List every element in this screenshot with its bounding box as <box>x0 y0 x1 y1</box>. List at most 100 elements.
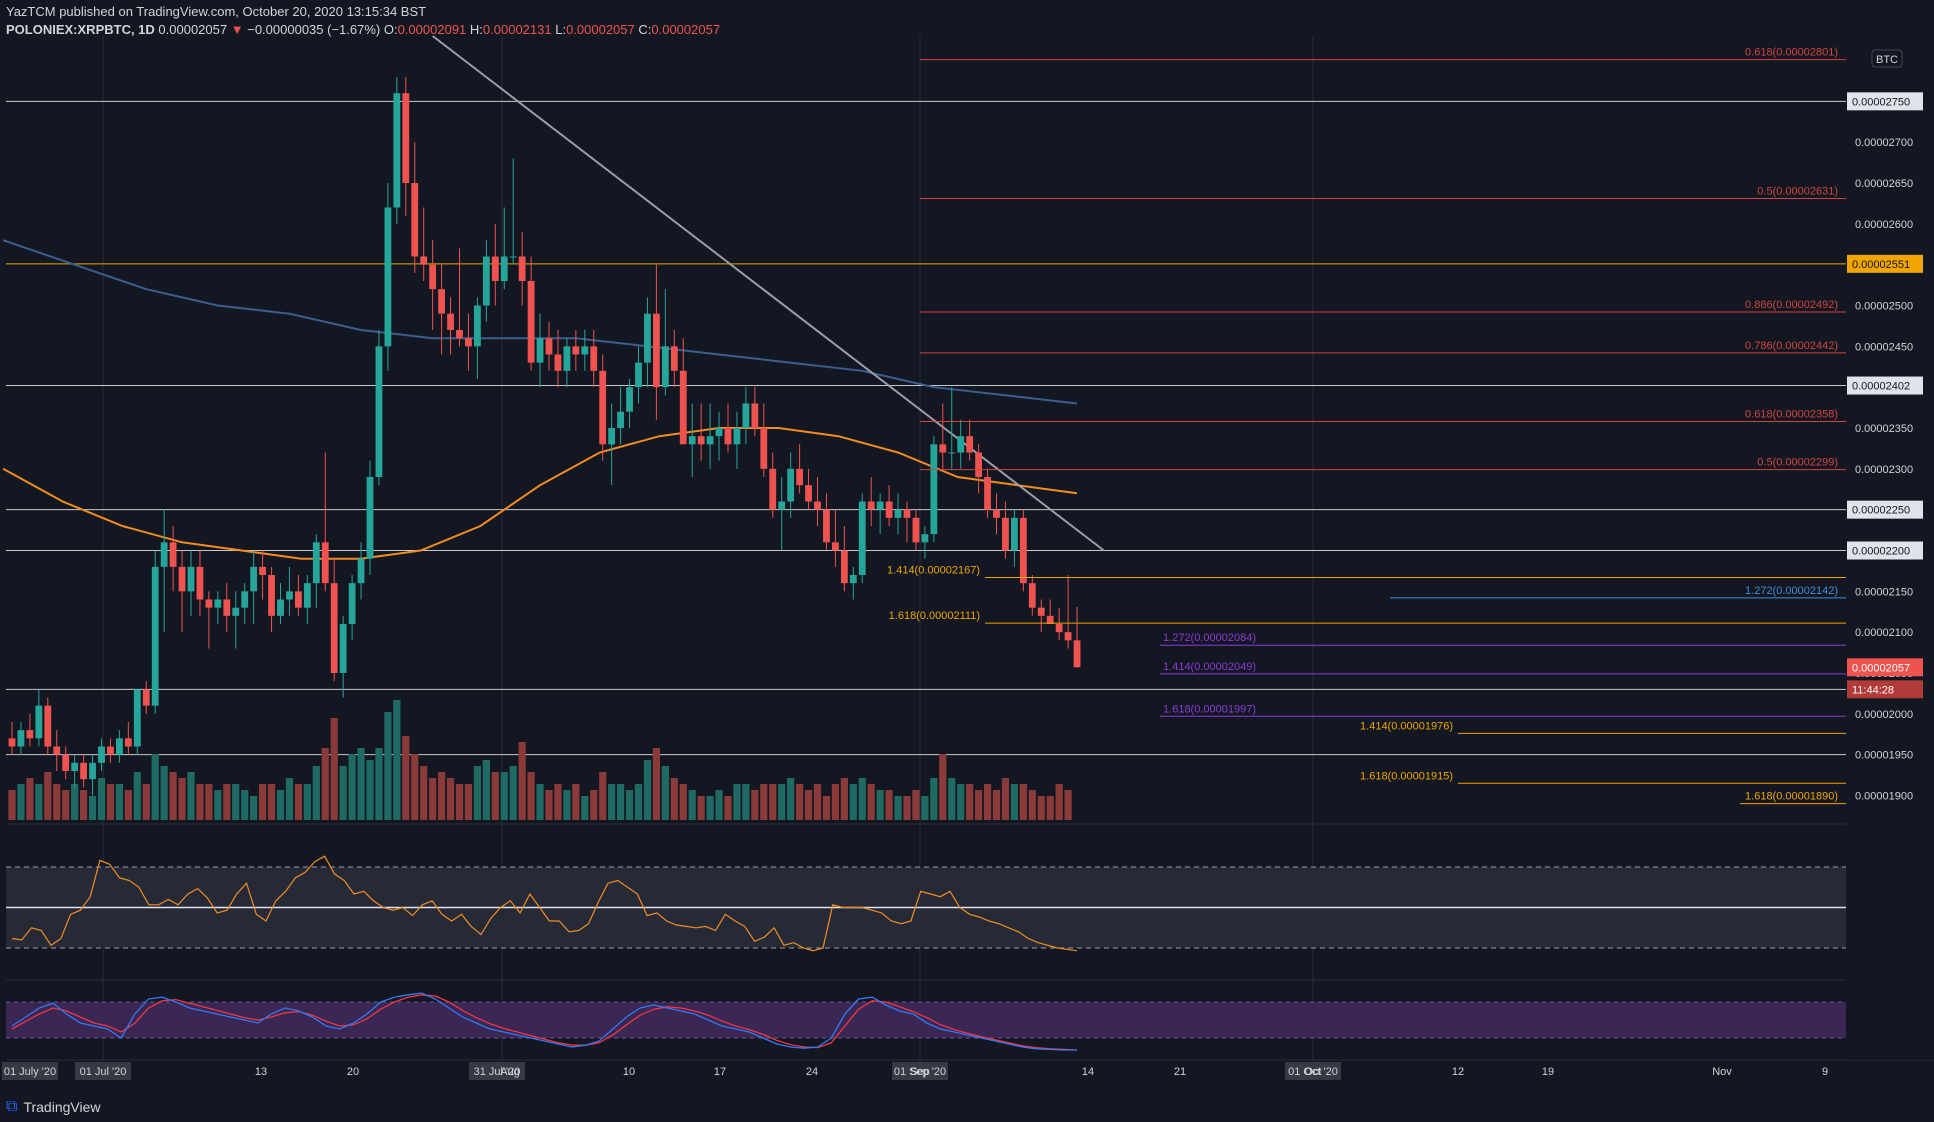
candle-body <box>420 256 428 265</box>
price-change: −0.00000035 (−1.67%) <box>247 22 381 37</box>
candle-body <box>769 468 777 510</box>
candle-body <box>760 428 768 469</box>
volume-bar <box>813 784 822 820</box>
candle-body <box>733 428 741 445</box>
candle-body <box>715 428 723 437</box>
candle-body <box>626 387 633 412</box>
candle-body <box>921 534 929 543</box>
volume-bar <box>1028 790 1036 820</box>
candle-body <box>832 542 839 551</box>
volume-bar <box>500 772 508 820</box>
time-label-box <box>1285 1062 1341 1080</box>
candle-body <box>661 346 669 388</box>
fib-label: 1.414(0.00002049) <box>1163 661 1256 673</box>
candle-body <box>635 362 642 388</box>
volume-bar <box>849 784 857 820</box>
price-axis[interactable]: BTC 0.00002750 0.00002700 0.00002650 0.00002… <box>1846 36 1934 1060</box>
candle-body <box>1028 583 1036 608</box>
volume-bar <box>509 766 517 820</box>
volume-bar <box>930 778 938 820</box>
candle-body <box>1073 640 1081 668</box>
price-highlight-bg <box>1847 541 1923 560</box>
stoch-rsi-panel: 100.000.00 <box>6 985 1889 1057</box>
fib-label: 0.618(0.00002358) <box>1745 408 1838 420</box>
time-tick: 12 <box>1452 1066 1464 1078</box>
time-tick: 01 Sep '20 <box>894 1066 946 1078</box>
volume-bar <box>634 784 643 820</box>
volume-bar <box>948 778 956 820</box>
volume-bar <box>966 784 974 820</box>
candle-body <box>303 583 311 608</box>
time-tick: 01 Oct '20 <box>1288 1066 1338 1078</box>
tradingview-logo-icon: ⧉ <box>6 1098 18 1115</box>
volume-bar <box>751 790 759 820</box>
volume-bar <box>250 796 258 820</box>
volume-bar <box>527 772 535 820</box>
volume-bar <box>393 700 401 820</box>
stoch-band <box>6 1002 1846 1038</box>
volume-bar <box>733 784 741 820</box>
volume-bar <box>1055 784 1063 820</box>
volume-bar <box>1019 784 1027 820</box>
candle-body <box>653 313 660 388</box>
volume-bar <box>53 784 61 820</box>
price-highlight: 0.00002750 <box>1852 96 1910 108</box>
candle-body <box>187 566 195 592</box>
volume-bar <box>1010 784 1018 820</box>
volume-bar <box>661 766 669 820</box>
volume-bar <box>590 790 598 820</box>
candle-body <box>268 575 275 616</box>
candle-body <box>805 485 812 502</box>
price-highlight-bg <box>1847 254 1923 273</box>
volume-bar <box>1064 790 1072 820</box>
volume-bar <box>1046 796 1054 820</box>
volume-bar <box>679 784 687 820</box>
candle-body <box>536 338 544 363</box>
candle-body <box>375 346 383 477</box>
low-label: L: <box>555 22 567 37</box>
time-label-box <box>892 1062 948 1080</box>
price-highlight-bg <box>1847 680 1923 699</box>
candle-body <box>706 436 714 445</box>
candle-body <box>205 599 213 608</box>
candle-body <box>259 566 266 575</box>
time-tick: 17 <box>714 1066 726 1078</box>
time-tick: 01 Jul '20 <box>80 1066 127 1078</box>
volume-bar <box>992 790 1001 820</box>
volume-bar <box>26 778 34 820</box>
symbol[interactable]: POLONIEX:XRPBTC, 1D <box>6 22 155 37</box>
fib-label: 1.618(0.00002111) <box>889 610 980 622</box>
volume-bar <box>35 784 43 820</box>
volume-bar <box>1037 796 1045 820</box>
price-tick: 0.00002350 <box>1855 423 1913 435</box>
volume-bar <box>787 778 795 820</box>
time-tick: Oct <box>1304 1066 1321 1078</box>
volume-bar <box>339 766 347 820</box>
candle-body <box>867 501 875 510</box>
stoch-k-line <box>11 992 1077 1051</box>
time-tick: 14 <box>1082 1066 1094 1078</box>
volume-bar <box>536 784 544 820</box>
candle-body <box>778 501 786 510</box>
candle-body <box>894 509 902 518</box>
price-tick: 0.00002150 <box>1855 586 1913 598</box>
candle-body <box>518 256 526 281</box>
volume-bar <box>312 766 320 820</box>
candle-body <box>62 754 70 771</box>
candle-body <box>670 346 678 371</box>
candle-body <box>858 501 866 575</box>
volume-bar <box>840 778 848 820</box>
time-tick: 10 <box>623 1066 635 1078</box>
volume-bar <box>608 784 616 820</box>
fib-label: 1.272(0.00002084) <box>1163 632 1256 644</box>
fib-label: 1.618(0.00001890) <box>1745 791 1838 803</box>
last-price: 0.00002057 <box>158 22 228 37</box>
footer[interactable]: ⧉ TradingView <box>6 1098 100 1116</box>
candle-body <box>411 183 419 257</box>
candle-body <box>912 517 920 543</box>
volume-bar <box>17 784 25 820</box>
candle-body <box>196 566 204 600</box>
candle-body <box>438 289 445 314</box>
fib-label: 0.886(0.00002492) <box>1745 299 1838 311</box>
